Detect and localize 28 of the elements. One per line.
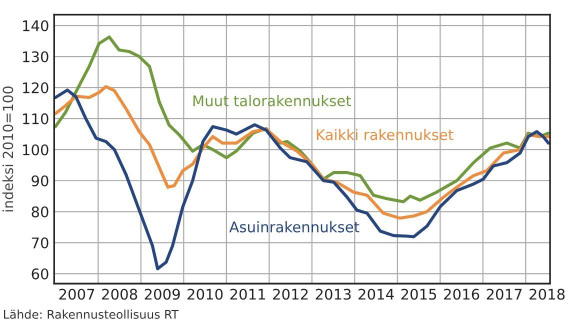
y-tick-label: 60	[32, 268, 48, 280]
y-axis-title: indeksi 2010=100	[2, 86, 14, 212]
line-series	[54, 88, 550, 270]
y-tick-label: 110	[23, 113, 48, 124]
x-tick-label: 2009	[144, 288, 180, 300]
y-tick-label: 120	[23, 82, 48, 94]
y-tick-label: 70	[32, 237, 48, 248]
y-tick-label: 140	[23, 20, 48, 32]
x-tick-label: 2007	[59, 288, 94, 300]
y-tick-label: 130	[23, 51, 48, 62]
x-tick-label: 2013	[316, 288, 351, 300]
y-tick-label: 90	[32, 175, 48, 186]
x-tick-label: 2018	[530, 288, 565, 300]
y-tick-label: 80	[32, 206, 48, 218]
y-tick-label: 100	[23, 144, 48, 156]
series-label: Kaikki rakennukset	[316, 128, 454, 140]
line-series	[54, 85, 550, 220]
text: Lähde: Rakennusteollisuus RT	[4, 310, 179, 319]
x-tick-label: 2012	[273, 288, 308, 300]
x-tick-label: 2015	[401, 288, 436, 300]
x-tick-label: 2017	[486, 288, 522, 300]
x-tick-label: 2014	[358, 288, 394, 300]
x-tick-label: 2016	[444, 288, 480, 300]
series-label: Asuinrakennukset	[229, 221, 360, 232]
x-tick-label: 2010	[188, 288, 223, 300]
x-tick-label: 2008	[102, 288, 138, 300]
series-label: Muut talorakennukset	[193, 95, 351, 106]
x-tick-label: 2011	[230, 288, 266, 300]
